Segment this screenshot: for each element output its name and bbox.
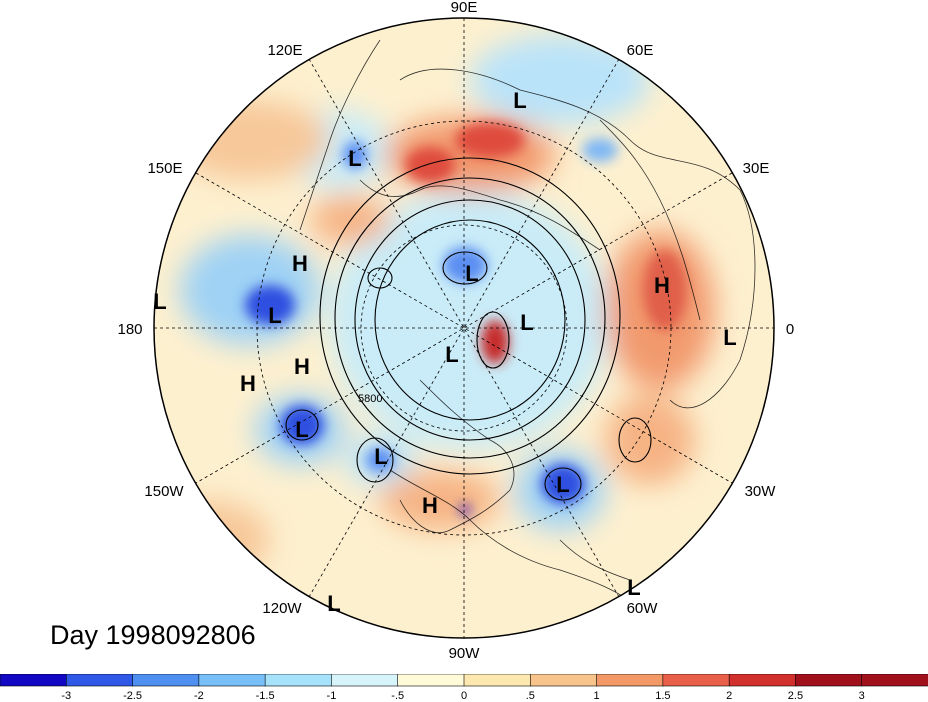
colorbar-tick-label: .5	[526, 690, 535, 702]
lon-label-60e: 60E	[627, 42, 654, 59]
contour-label: 5800	[358, 393, 382, 405]
graticule	[154, 18, 774, 638]
lon-label-90w: 90W	[449, 645, 481, 662]
pressure-center: L	[513, 88, 526, 113]
date-label: Day 1998092806	[50, 620, 256, 650]
lon-label-90e: 90E	[451, 0, 478, 16]
pressure-center: L	[153, 289, 166, 314]
colorbar-box	[132, 674, 200, 687]
colorbar-box	[397, 674, 465, 687]
colorbar-tick-label: -.5	[391, 690, 404, 702]
colorbar-tick-label: 0	[461, 690, 467, 702]
colorbar-tick-label: 3	[859, 690, 865, 702]
colorbar-box	[0, 674, 68, 687]
colorbar-boxes	[0, 674, 928, 687]
pressure-center: L	[520, 310, 533, 335]
colorbar-tick-label: -1	[327, 690, 337, 702]
pressure-center: L	[374, 444, 387, 469]
pressure-center: L	[348, 146, 361, 171]
pressure-center: L	[327, 591, 340, 616]
colorbar-box	[331, 674, 399, 687]
pressure-center: L	[627, 575, 640, 600]
pressure-center: H	[240, 371, 256, 396]
pressure-center: L	[295, 417, 308, 442]
lon-label-150e: 150E	[147, 160, 182, 177]
lon-label-150w: 150W	[144, 483, 184, 500]
colorbar-box	[596, 674, 664, 687]
lon-label-120e: 120E	[267, 42, 302, 59]
colorbar-box	[65, 674, 134, 687]
colorbar-tick-label: -2	[194, 690, 204, 702]
longitude-labels: 90E 60E 30E 0 30W 60W 90W 120W 150W 180 …	[117, 0, 794, 662]
pressure-center: H	[292, 251, 308, 276]
pressure-center: H	[422, 493, 438, 518]
lon-label-180: 180	[117, 321, 142, 338]
colorbar-tick-label: 1	[594, 690, 600, 702]
pressure-center: H	[654, 273, 670, 298]
colorbar-tick-label: 1.5	[655, 690, 670, 702]
lon-label-30e: 30E	[743, 160, 770, 177]
colorbar-box	[463, 674, 532, 687]
lon-label-60w: 60W	[627, 600, 659, 617]
colorbar-box	[662, 674, 730, 687]
colorbar-tick-label: -2.5	[123, 690, 142, 702]
colorbar-box	[529, 674, 598, 687]
colorbar-tick-label: -3	[61, 690, 71, 702]
lon-label-30w: 30W	[745, 483, 777, 500]
map-border	[153, 17, 775, 639]
lon-label-0: 0	[786, 321, 794, 338]
pressure-center: H	[294, 354, 310, 379]
pressure-center: L	[556, 472, 569, 497]
pressure-centers: L L L L H L L H H L L H L L H L H L L	[153, 88, 736, 616]
colorbar-tick-label: -1.5	[256, 690, 275, 702]
colorbar-ticks: -3 -2.5 -2 -1.5 -1 -.5 0 .5 1 1.5 2 2.5 3	[61, 690, 864, 702]
colorbar-tick-label: 2	[726, 690, 732, 702]
colorbar-box	[795, 674, 863, 687]
pressure-center: L	[268, 303, 281, 328]
lon-label-120w: 120W	[262, 600, 302, 617]
colorbar-box	[728, 674, 797, 687]
colorbar-tick-label: 2.5	[788, 690, 803, 702]
pressure-center: L	[465, 261, 478, 286]
pressure-center: L	[723, 325, 736, 350]
colorbar-box	[861, 674, 928, 687]
pressure-center: L	[445, 342, 458, 367]
colorbar: -3 -2.5 -2 -1.5 -1 -.5 0 .5 1 1.5 2 2.5 3	[0, 674, 928, 702]
colorbar-box	[264, 674, 333, 687]
colorbar-box	[198, 674, 266, 687]
